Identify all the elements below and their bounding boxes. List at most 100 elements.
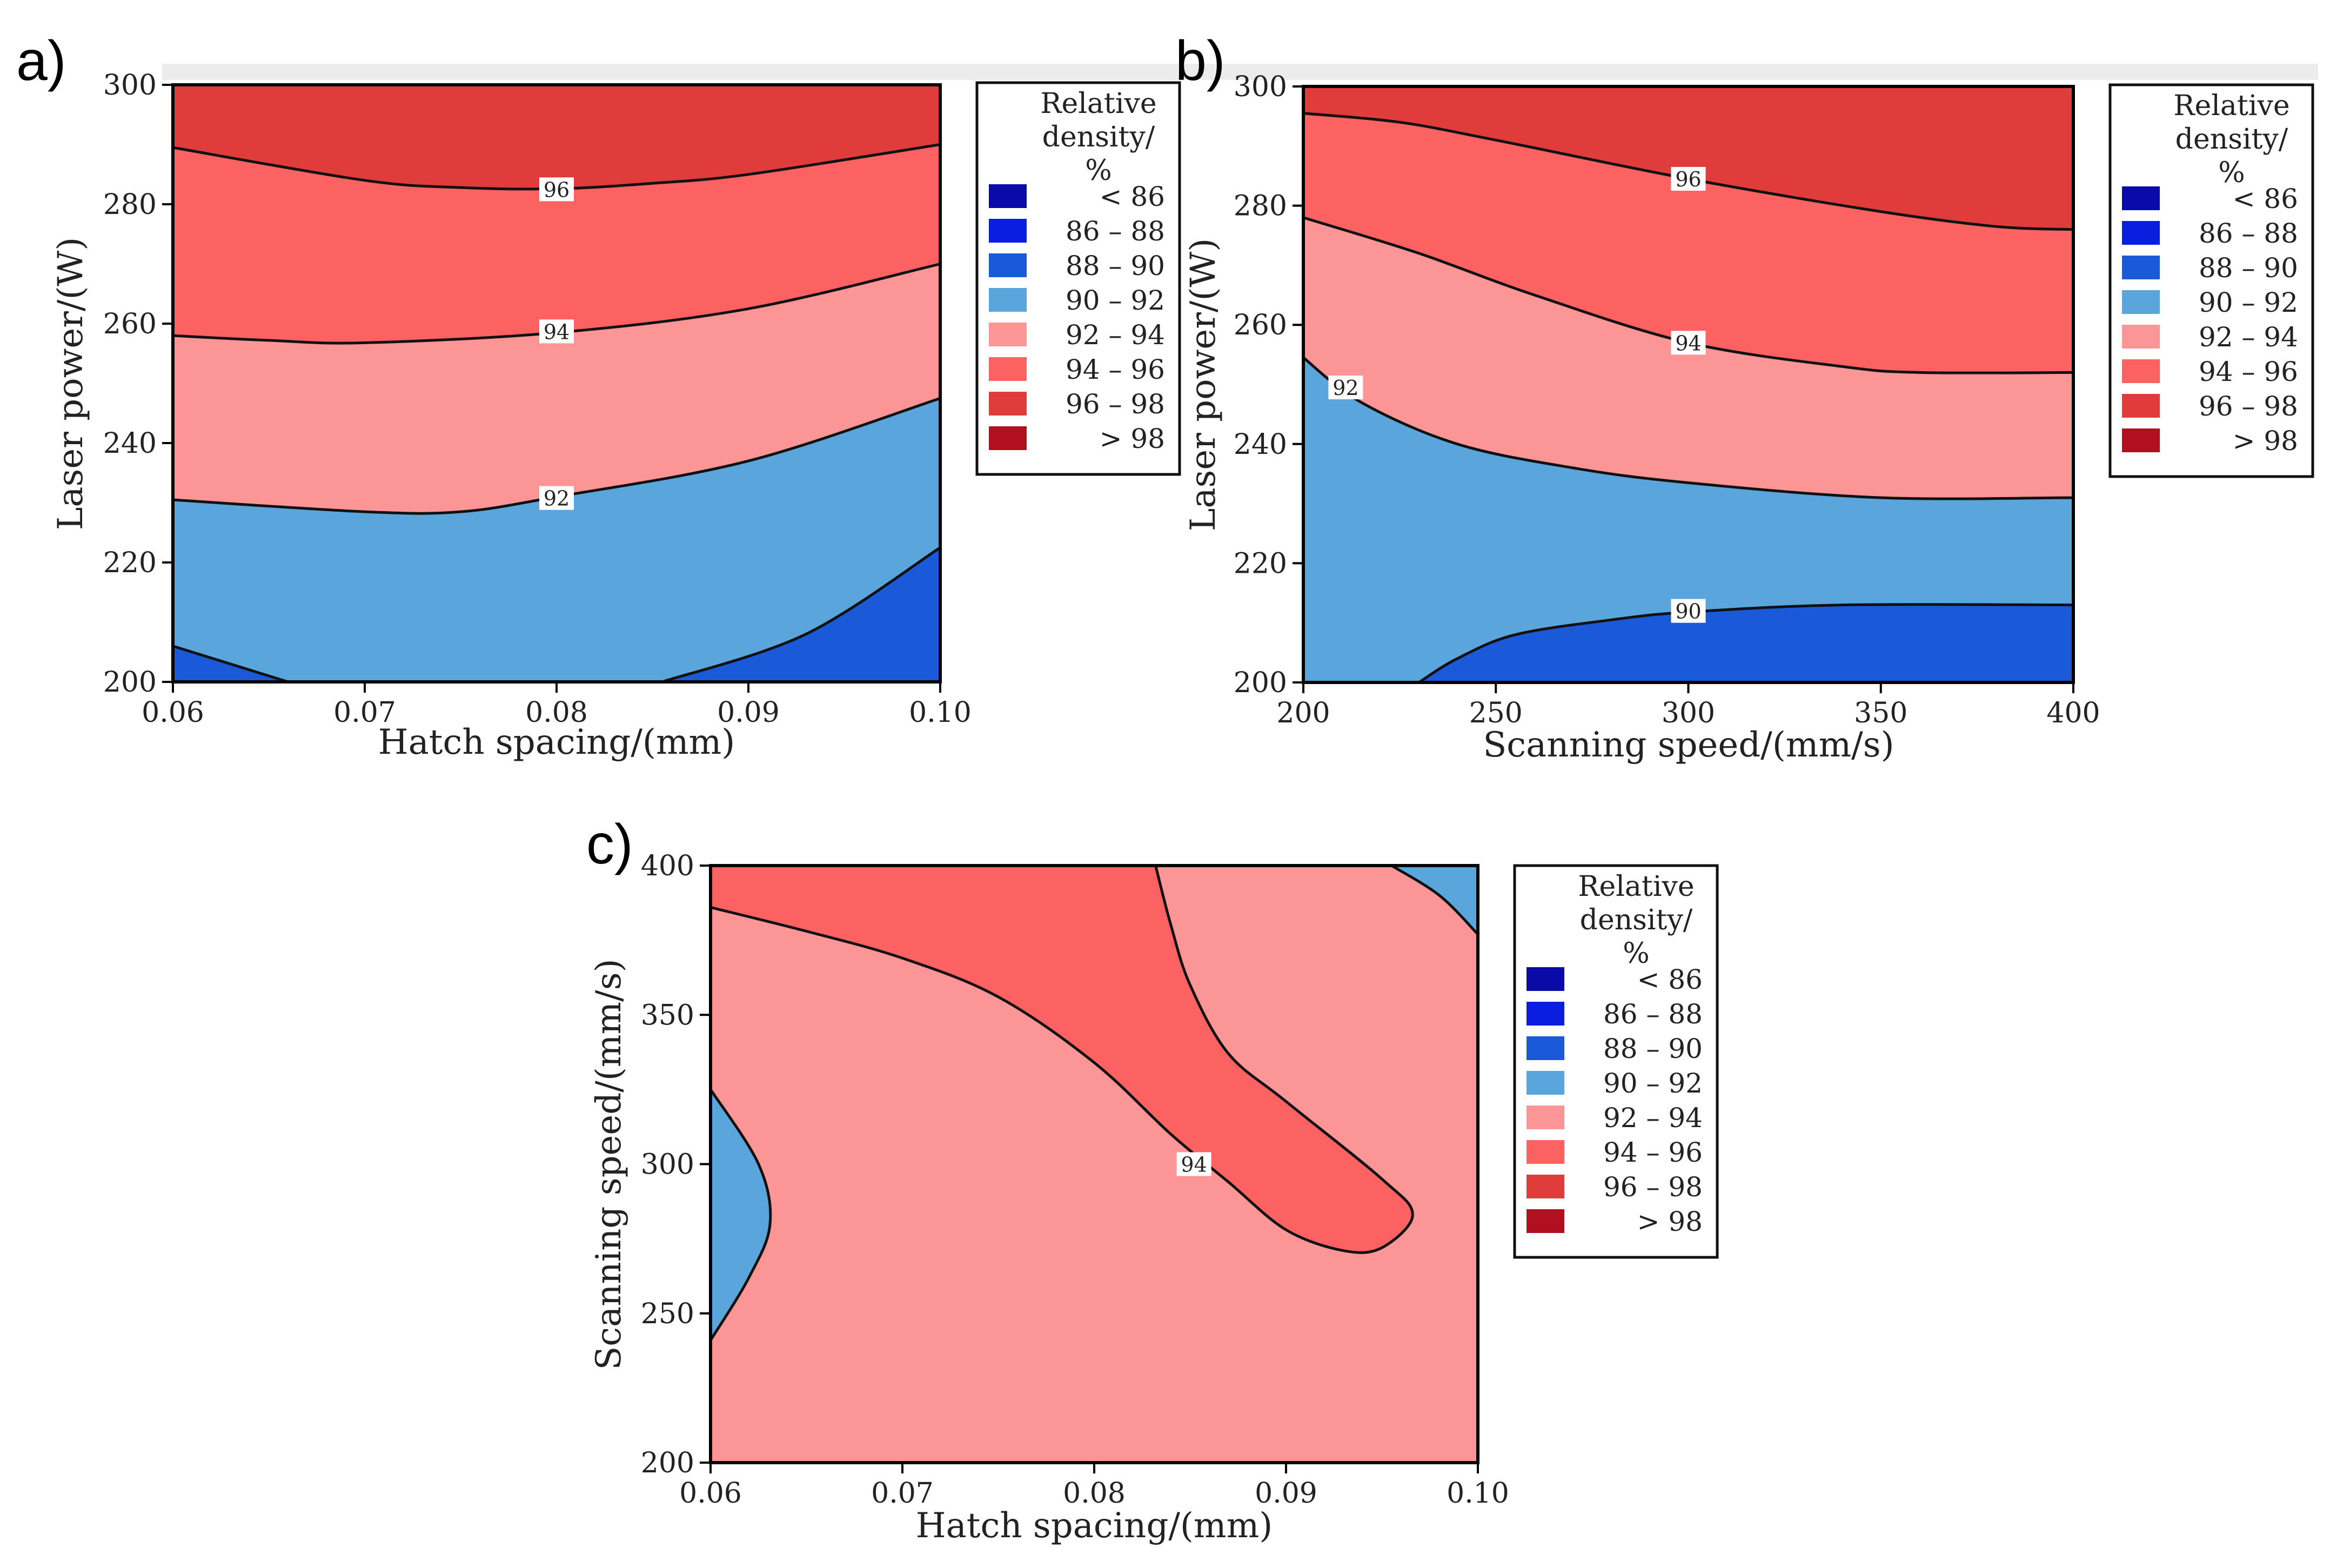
pb-x-tick-label: 300 bbox=[1662, 697, 1715, 729]
pc-contour-label-94: 94 bbox=[1181, 1153, 1207, 1177]
pc-contour-label-box bbox=[1176, 1152, 1211, 1176]
pa-contour-label-94: 94 bbox=[544, 320, 570, 344]
panel-b-y-axis-label: Laser power/(W) bbox=[1183, 238, 1223, 531]
legend-bin-label: < 86 bbox=[1637, 964, 1703, 995]
pc-region-0 bbox=[711, 866, 1478, 1463]
legend-swatch bbox=[1526, 1105, 1564, 1129]
panel-a-chart: a) 0.06 0.07 0.08 0.09 0.10 200 220 240 260 280 30… bbox=[16, 30, 972, 762]
panel-a-x-axis-label: Hatch spacing/(mm) bbox=[378, 722, 735, 762]
pc-contour-92 bbox=[1390, 864, 1479, 935]
legend-bin-label: 88 – 90 bbox=[2199, 252, 2298, 284]
pa-region-0 bbox=[173, 85, 940, 189]
pb-contour-90 bbox=[1418, 603, 2074, 684]
legend-swatch bbox=[989, 184, 1027, 208]
pa-x-tick-label: 0.09 bbox=[717, 696, 780, 729]
legend-swatch bbox=[989, 323, 1027, 346]
legend-bin-label: < 86 bbox=[1100, 181, 1165, 212]
legend-swatch bbox=[2122, 394, 2160, 418]
panel-b-chart: b) 200 250 300 350 400 200 220 240 260 280 300 96 9… bbox=[1175, 30, 2100, 765]
pb-y-tick-label: 240 bbox=[1234, 428, 1287, 461]
pb-contour-label-90: 90 bbox=[1675, 600, 1701, 624]
legend-title-line: Relative bbox=[2173, 90, 2289, 122]
pb-region-0 bbox=[1303, 86, 2073, 230]
pa-y-tick-label: 240 bbox=[103, 427, 157, 460]
legend-swatch bbox=[2122, 290, 2160, 314]
legend-bin-label: 90 – 92 bbox=[1066, 285, 1165, 316]
legend-title-line: density/ bbox=[1580, 904, 1693, 936]
legend-bin-label: 96 – 98 bbox=[2199, 391, 2298, 422]
pc-y-tick-label: 300 bbox=[641, 1149, 694, 1181]
pa-x-tick-label: 0.06 bbox=[142, 696, 204, 729]
pb-region-2 bbox=[1303, 217, 2073, 499]
legend-swatch bbox=[1526, 1071, 1564, 1095]
pc-region-3 bbox=[1391, 866, 1478, 935]
pb-y-tick-label: 280 bbox=[1234, 190, 1287, 223]
legend-title-line: density/ bbox=[2175, 123, 2288, 156]
panel-b-letter: b) bbox=[1175, 30, 1225, 92]
pc-contour-92 bbox=[709, 1089, 772, 1341]
legend-swatch bbox=[2122, 325, 2160, 349]
pb-region-1 bbox=[1303, 113, 2073, 373]
pa-y-tick-label: 220 bbox=[103, 547, 157, 579]
panel-a-y-axis-label: Laser power/(W) bbox=[51, 237, 91, 530]
pa-region-5 bbox=[662, 547, 940, 682]
legend-swatch bbox=[989, 426, 1027, 450]
pa-contour-92 bbox=[172, 397, 941, 515]
legend-swatch bbox=[2122, 186, 2160, 210]
legend-title-line: % bbox=[1623, 937, 1649, 970]
pc-y-tick-label: 200 bbox=[641, 1447, 694, 1479]
legend-bin-label: 92 – 94 bbox=[2199, 321, 2298, 353]
legend-bin-label: > 98 bbox=[2233, 425, 2298, 457]
pb-x-tick-label: 200 bbox=[1276, 697, 1330, 729]
legend-bin-label: 90 – 92 bbox=[1603, 1068, 1703, 1099]
pc-region-2 bbox=[711, 1089, 771, 1341]
panel-c-y-axis-label: Scanning speed/(mm/s) bbox=[589, 959, 629, 1370]
legend-bin-label: 94 – 96 bbox=[2199, 356, 2298, 387]
pb-contour-92 bbox=[1302, 356, 2074, 500]
pb-x-tick-label: 400 bbox=[2046, 697, 2100, 729]
legend-bin-label: 96 – 98 bbox=[1603, 1171, 1703, 1203]
panel-a-letter: a) bbox=[16, 30, 66, 92]
pa-y-tick-label: 200 bbox=[103, 666, 157, 699]
pc-x-tick-label: 0.10 bbox=[1447, 1477, 1509, 1510]
legend-bin-label: 86 – 88 bbox=[2199, 218, 2298, 249]
pb-region-3 bbox=[1303, 357, 2073, 682]
legend-bin-label: 86 – 88 bbox=[1603, 999, 1703, 1030]
pc-region-1 bbox=[711, 866, 1413, 1253]
legend-swatch bbox=[1526, 1209, 1564, 1233]
legend-swatch bbox=[2122, 256, 2160, 279]
pc-y-tick-label: 400 bbox=[641, 850, 694, 882]
pb-contour-label-box bbox=[1671, 166, 1706, 191]
pa-x-tick-label: 0.10 bbox=[909, 696, 972, 729]
legend-swatch bbox=[989, 288, 1027, 312]
pb-y-tick-label: 260 bbox=[1234, 309, 1287, 341]
legend-title-line: % bbox=[2218, 157, 2245, 189]
pc-x-tick-label: 0.09 bbox=[1255, 1477, 1317, 1510]
pb-x-tick-label: 250 bbox=[1469, 697, 1523, 729]
pc-x-tick-label: 0.08 bbox=[1063, 1477, 1126, 1510]
pa-y-tick-label: 300 bbox=[103, 69, 157, 102]
pb-contour-label-box bbox=[1671, 331, 1706, 355]
legend-swatch bbox=[989, 219, 1027, 243]
pa-contour-label-92: 92 bbox=[544, 487, 570, 511]
legend-bin-label: 94 – 96 bbox=[1603, 1137, 1703, 1168]
pb-x-tick-label: 350 bbox=[1854, 697, 1907, 729]
legend-swatch bbox=[989, 357, 1027, 381]
pa-y-tick-label: 280 bbox=[103, 189, 157, 221]
legend-swatch bbox=[1526, 1175, 1564, 1198]
legend-swatch bbox=[1526, 1140, 1564, 1164]
pb-y-tick-label: 200 bbox=[1234, 667, 1287, 699]
panel-b-x-axis-label: Scanning speed/(mm/s) bbox=[1483, 725, 1894, 765]
pa-x-tick-label: 0.07 bbox=[333, 696, 396, 729]
pa-contour-94 bbox=[172, 263, 941, 345]
legend-bin-label: 92 – 94 bbox=[1066, 319, 1165, 351]
pa-x-tick-label: 0.08 bbox=[525, 696, 588, 729]
pb-contour-label-94: 94 bbox=[1675, 331, 1701, 355]
pa-region-3 bbox=[173, 398, 940, 682]
pc-contour-94 bbox=[710, 865, 1414, 1254]
legend-swatch bbox=[989, 253, 1027, 277]
legend-title-line: Relative bbox=[1040, 88, 1156, 120]
pa-region-2 bbox=[173, 264, 940, 514]
